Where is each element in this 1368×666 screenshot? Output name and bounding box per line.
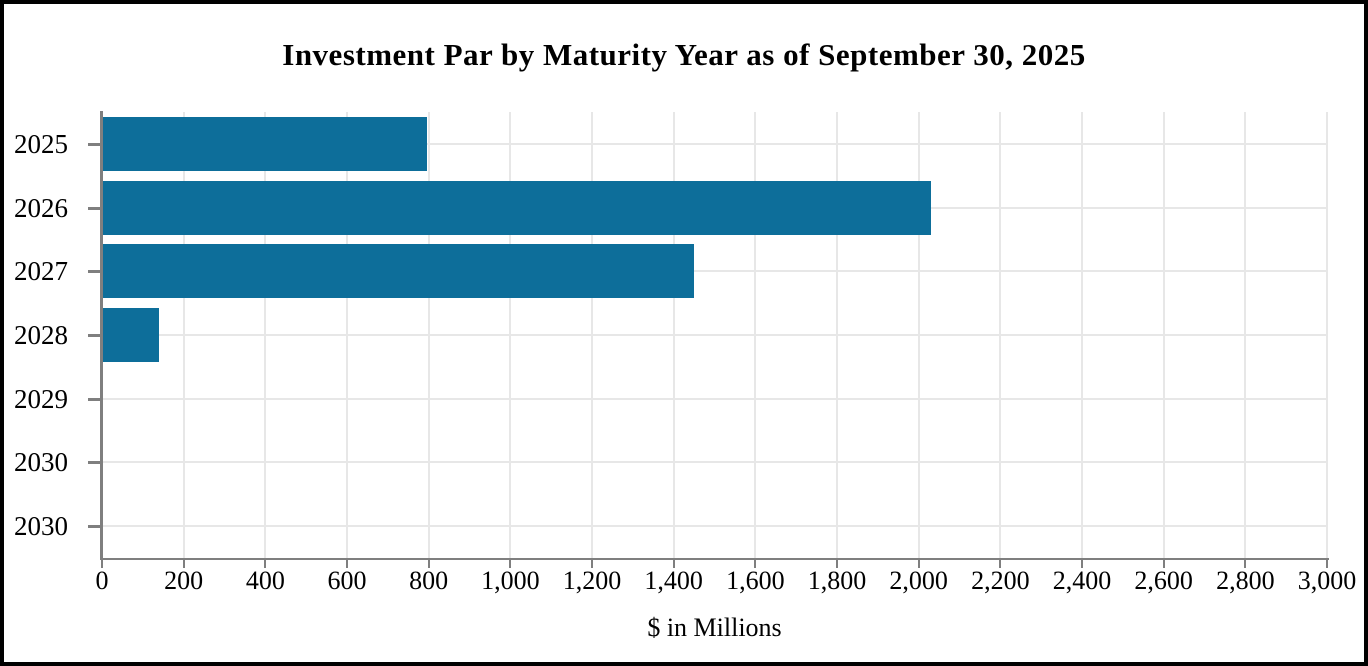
bar bbox=[102, 308, 160, 362]
x-axis-tick-label: 800 bbox=[409, 566, 449, 595]
x-axis-tick bbox=[1081, 558, 1083, 568]
x-axis-tick-label: 1,200 bbox=[562, 566, 622, 595]
y-axis-label: 2028 bbox=[14, 320, 68, 350]
gridline-vertical bbox=[1326, 112, 1328, 558]
gridline-horizontal bbox=[102, 525, 1327, 528]
gridline-horizontal bbox=[102, 334, 1327, 336]
x-axis-tick bbox=[509, 558, 512, 568]
x-axis-tick bbox=[836, 558, 838, 568]
x-axis-title: $ in Millions bbox=[647, 613, 782, 642]
x-axis-tick bbox=[346, 558, 348, 568]
gridline-horizontal bbox=[102, 270, 1327, 273]
x-axis-tick bbox=[427, 558, 430, 568]
x-axis-tick-label: 600 bbox=[327, 566, 367, 595]
x-axis-tick-label: 1,400 bbox=[644, 566, 703, 595]
y-axis-label: 2027 bbox=[14, 256, 68, 287]
plot-area bbox=[100, 111, 1329, 560]
x-axis-tick-label: 400 bbox=[245, 566, 285, 595]
x-axis-tick-label: 3,000 bbox=[1297, 566, 1357, 595]
y-axis-tick bbox=[88, 525, 102, 529]
y-axis-tick bbox=[88, 206, 102, 210]
y-axis-tick bbox=[88, 270, 102, 274]
x-axis-tick-label: 1,800 bbox=[807, 566, 867, 595]
x-axis-tick bbox=[1162, 558, 1165, 568]
y-axis-tick bbox=[88, 397, 102, 401]
x-axis-tick-label: 1,000 bbox=[481, 566, 540, 595]
x-axis-tick bbox=[182, 558, 185, 568]
bar bbox=[102, 244, 695, 299]
y-axis-label: 2026 bbox=[14, 192, 68, 223]
y-axis-label: 2025 bbox=[14, 128, 68, 159]
x-axis-tick-label: 2,000 bbox=[889, 566, 948, 595]
y-axis-label: 2030 bbox=[14, 511, 68, 542]
x-axis-tick-label: 1,600 bbox=[726, 566, 785, 595]
y-axis-label: 2029 bbox=[14, 383, 68, 414]
x-axis-tick-label: 2,200 bbox=[971, 566, 1030, 595]
x-axis-tick bbox=[1326, 558, 1328, 568]
x-axis-tick bbox=[999, 558, 1002, 568]
y-axis-label: 2030 bbox=[14, 447, 68, 478]
y-axis-tick bbox=[88, 142, 102, 146]
x-axis-tick bbox=[264, 558, 267, 568]
x-axis-tick bbox=[591, 558, 593, 568]
y-axis-tick bbox=[88, 461, 102, 465]
x-axis-tick bbox=[672, 558, 675, 568]
x-axis-tick bbox=[917, 558, 920, 568]
chart-title: Investment Par by Maturity Year as of Se… bbox=[282, 37, 1086, 72]
y-axis-tick bbox=[88, 334, 102, 337]
x-axis-tick-label: 200 bbox=[164, 566, 204, 595]
gridline-horizontal bbox=[102, 397, 1327, 400]
bar bbox=[102, 180, 931, 235]
gridline-horizontal bbox=[102, 142, 1327, 145]
gridline-horizontal bbox=[102, 461, 1327, 464]
x-axis-tick-label: 0 bbox=[95, 566, 109, 595]
x-axis-tick bbox=[1244, 558, 1247, 568]
bar bbox=[102, 116, 427, 171]
x-axis-tick-label: 2,800 bbox=[1216, 566, 1275, 595]
x-axis-tick bbox=[101, 558, 103, 568]
x-axis-tick-label: 2,600 bbox=[1134, 566, 1193, 595]
x-axis-tick-label: 2,400 bbox=[1052, 566, 1112, 595]
x-axis-line bbox=[100, 558, 1329, 560]
x-axis-tick bbox=[754, 558, 757, 568]
